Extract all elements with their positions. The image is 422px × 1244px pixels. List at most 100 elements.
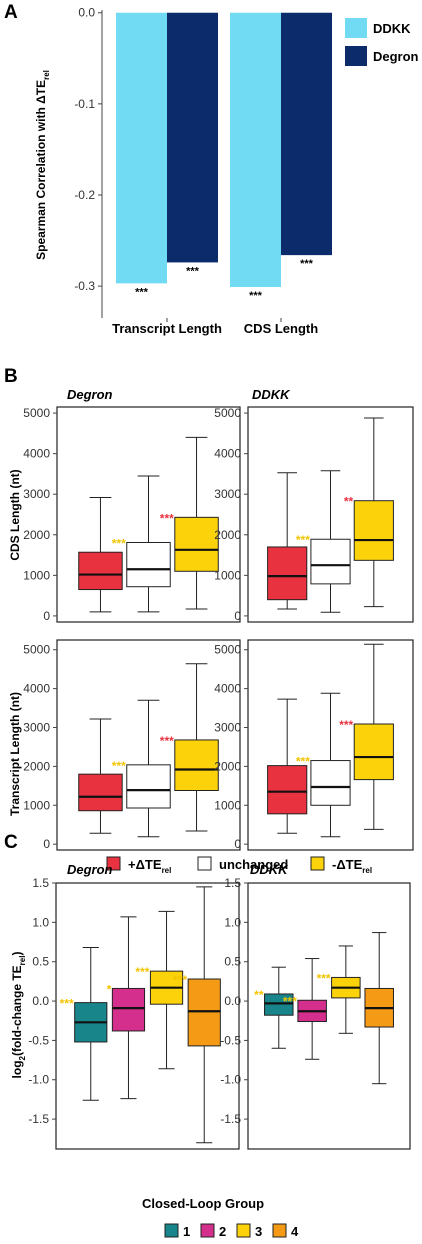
legend-label-degron: Degron	[373, 49, 419, 64]
chart-c-c2-y-tick-label: -1.0	[220, 1073, 241, 1087]
chart-b-r2c2-y-tick-label: 1000	[214, 798, 241, 812]
chart-b-r1c2-y-tick-label: 3000	[214, 487, 241, 501]
bar-ddkk-2	[230, 12, 281, 288]
bar-significance-label: ***	[249, 290, 263, 302]
chart-c-c2-y-tick-label: 1.0	[224, 915, 241, 929]
chart-b-r1c2-significance-label: ***	[296, 533, 310, 547]
chart-c-c2-frame	[247, 882, 411, 1150]
chart-c-c2-y-tick-label: -1.5	[220, 1112, 241, 1126]
chart-b-r2c1-significance-label: ***	[112, 759, 126, 773]
chart-b-col1-title: Degron	[67, 387, 113, 402]
chart-b-r1c2-frame	[247, 406, 414, 623]
chart-a-x-tick-label: CDS Length	[244, 321, 318, 336]
chart-b-r1c1-box	[78, 551, 123, 591]
chart-c-c1-y-tick-label: 1.0	[32, 915, 49, 929]
chart-b-r1c1-box	[174, 516, 219, 572]
chart-c-c2-significance-label: ***	[317, 971, 331, 985]
chart-c-c2-y-tick-label: 0.5	[224, 955, 241, 969]
chart-c-c2-significance-label: ***	[283, 994, 297, 1008]
chart-b-r1c2-y-tick-label: 0	[234, 609, 241, 623]
legend-swatch-ddkk	[345, 18, 367, 38]
chart-c: log2(fold-change TErel) Degron DDKK Clos…	[10, 862, 411, 1239]
bar-significance-label: ***	[135, 286, 149, 298]
chart-b-r1c1-frame	[56, 406, 241, 623]
legend-swatch-group-4	[272, 1223, 287, 1238]
chart-b-r2c2-y-tick-label: 3000	[214, 721, 241, 735]
chart-b-r1c2-y-tick-label: 1000	[214, 568, 241, 582]
legend-swatch-group-3	[236, 1223, 251, 1238]
chart-c-c1-y-tick-label: -1.0	[28, 1073, 49, 1087]
legend-label-group-1: 1	[183, 1224, 190, 1239]
chart-c-col1-title: Degron	[67, 862, 113, 877]
legend-swatch-unchanged	[197, 856, 212, 871]
chart-c-c2-y-tick-label: 0.0	[224, 994, 241, 1008]
chart-b-col2-title: DDKK	[252, 387, 291, 402]
chart-b-r2c2-y-tick-label: 4000	[214, 682, 241, 696]
chart-b-r1c2-box	[353, 500, 394, 561]
chart-b-r2c2-frame	[247, 639, 414, 851]
chart-b-r2c1-box	[78, 773, 123, 812]
chart-b-r2c1-significance-label: ***	[160, 734, 174, 748]
chart-b-r2c1-frame	[56, 639, 241, 851]
chart-a: Spearman Correlation with ΔTErel 0.0 -0.1…	[34, 6, 419, 336]
chart-c-c1-y-tick-label: 1.5	[32, 876, 49, 890]
bar-significance-label: ***	[300, 258, 314, 270]
legend-label-group-3: 3	[255, 1224, 262, 1239]
chart-c-c1-significance-label: ***	[135, 965, 149, 979]
chart-c-c1-y-tick-label: -1.5	[28, 1112, 49, 1126]
chart-b-r2c1-y-tick-label: 5000	[23, 643, 50, 657]
chart-b-r2c1-y-tick-label: 2000	[23, 759, 50, 773]
chart-b-r2c1-y-tick-label: 1000	[23, 798, 50, 812]
chart-b-r1c1-significance-label: ***	[112, 536, 126, 550]
chart-a-y-tick-label: -0.2	[74, 188, 95, 202]
chart-c-c1-box	[187, 978, 221, 1047]
chart-c-legend-title: Closed-Loop Group	[142, 1196, 264, 1211]
chart-b-r2c2-y-tick-label: 2000	[214, 759, 241, 773]
chart-b-r1c1-box	[126, 541, 171, 588]
chart-b-r1c1-significance-label: ***	[160, 511, 174, 525]
chart-b-r2c1-box	[174, 739, 219, 792]
chart-a-y-tick-label: 0.0	[78, 6, 95, 20]
chart-c-c1-y-tick-label: -0.5	[28, 1033, 49, 1047]
chart-c-c1-y-tick-label: 0.0	[32, 994, 49, 1008]
chart-b: CDS Length (nt) Transcript Length (nt) D…	[8, 387, 414, 875]
chart-b-r1c1-y-tick-label: 4000	[23, 447, 50, 461]
chart-b-r2c2-box	[310, 760, 351, 806]
chart-b-r1c1-y-tick-label: 1000	[23, 568, 50, 582]
legend-label-ddkk: DDKK	[373, 21, 411, 36]
chart-a-y-tick-label: -0.1	[74, 97, 95, 111]
chart-b-row2-y-axis-title: Transcript Length (nt)	[8, 692, 22, 816]
chart-c-c2-box	[264, 993, 294, 1016]
chart-c-c1-box	[111, 987, 146, 1032]
chart-b-r1c2-y-tick-label: 2000	[214, 528, 241, 542]
chart-c-c1-significance-label: *	[107, 982, 112, 996]
legend-label-group-4: 4	[291, 1224, 299, 1239]
chart-a-y-tick-label: -0.3	[74, 279, 95, 293]
panel-label-b: B	[4, 366, 18, 387]
legend-label-unchanged: unchanged	[219, 857, 288, 872]
chart-b-r2c2-y-tick-label: 0	[234, 837, 241, 851]
chart-b-row1-y-axis-title: CDS Length (nt)	[8, 469, 22, 560]
legend-label-group-2: 2	[219, 1224, 226, 1239]
chart-b-r2c1-box	[126, 764, 171, 809]
bar-significance-label: ***	[186, 265, 200, 277]
legend-swatch-group-2	[200, 1223, 215, 1238]
panel-label-a: A	[4, 2, 18, 23]
chart-c-c2-y-tick-label: -0.5	[220, 1033, 241, 1047]
chart-c-c1-significance-label: ***	[60, 997, 74, 1011]
chart-b-r1c2-box	[310, 538, 351, 585]
chart-c-c1-frame	[55, 882, 240, 1150]
chart-a-x-tick-label: Transcript Length	[112, 321, 222, 336]
legend-swatch-decreased	[310, 856, 325, 871]
chart-a-y-axis-title: Spearman Correlation with ΔTErel	[34, 70, 51, 260]
chart-b-r1c2-y-tick-label: 5000	[214, 406, 241, 420]
legend-label-decreased: -ΔTErel	[332, 857, 372, 875]
chart-b-r2c2-box	[267, 765, 308, 815]
chart-b-r1c2-box	[267, 546, 308, 601]
bar-degron-1	[167, 12, 218, 263]
chart-b-legend: +ΔTErel unchanged -ΔTErel	[106, 856, 372, 875]
chart-b-r1c1-y-tick-label: 5000	[23, 406, 50, 420]
chart-b-r1c2-significance-label: **	[344, 495, 354, 509]
chart-b-r1c1-y-tick-label: 3000	[23, 487, 50, 501]
legend-swatch-increased	[106, 856, 121, 871]
